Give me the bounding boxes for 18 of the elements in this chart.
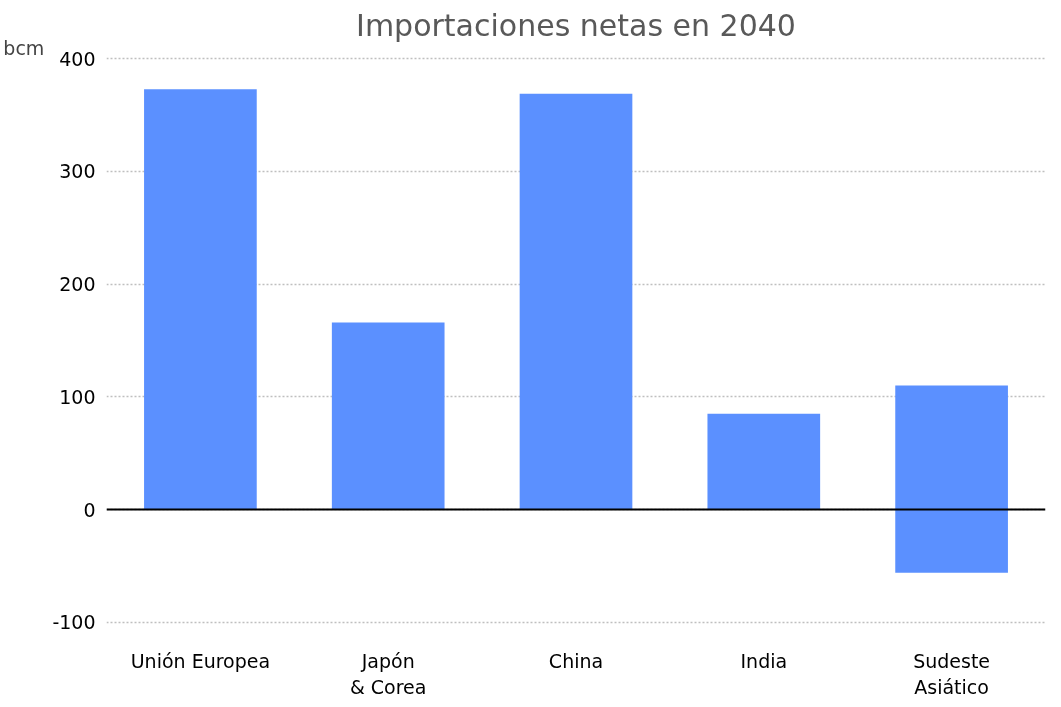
x-tick-label: Sudeste Asiático <box>913 649 991 698</box>
chart-title: Importaciones netas en 2040 <box>356 7 796 43</box>
y-axis-title: bcm <box>3 36 45 59</box>
x-tick-label: India <box>740 649 788 672</box>
y-tick-label: 100 <box>59 385 96 408</box>
x-tick-label: Unión Europea <box>130 649 271 672</box>
x-tick-label: Japón & Corea <box>349 649 427 698</box>
bar <box>519 93 633 510</box>
y-tick-label: 300 <box>59 160 96 183</box>
y-tick-label: -100 <box>52 611 96 634</box>
y-tick-label: 0 <box>83 498 96 521</box>
bar <box>331 322 445 510</box>
bar <box>895 385 1008 573</box>
y-tick-label: 200 <box>59 273 96 296</box>
y-tick-label: 400 <box>59 47 96 70</box>
bar <box>144 89 257 510</box>
bar <box>707 413 821 510</box>
x-tick-label: China <box>548 649 604 672</box>
